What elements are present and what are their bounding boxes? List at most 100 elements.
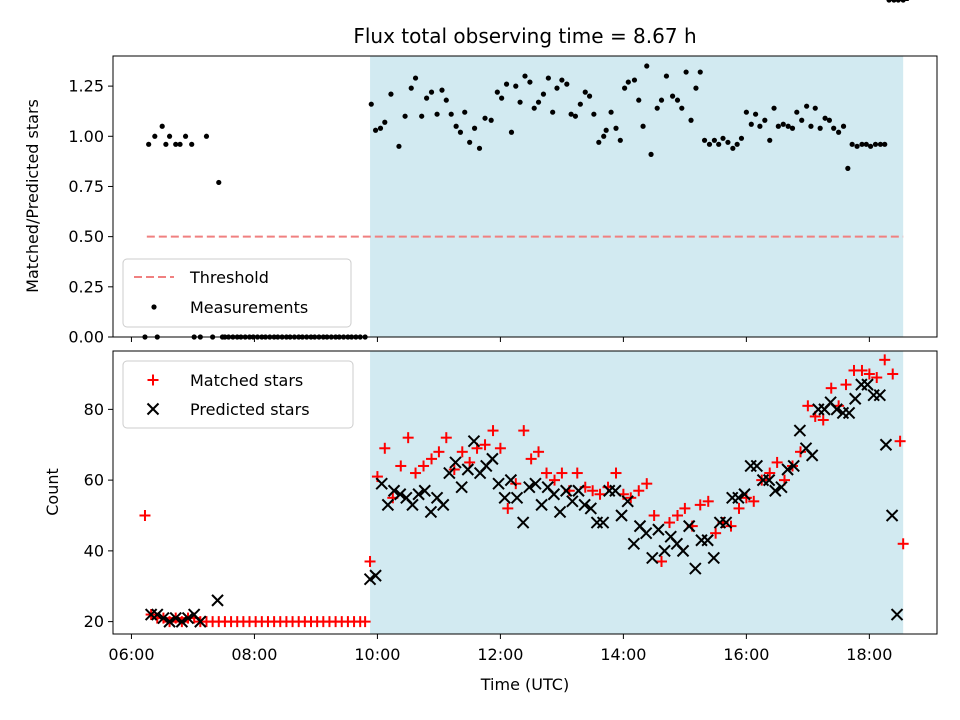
predicted-stars-point bbox=[750, 459, 764, 473]
predicted-stars-point bbox=[621, 495, 634, 508]
predicted-stars-point bbox=[375, 477, 388, 490]
predicted-stars-point bbox=[885, 509, 899, 522]
legend-measurements-swatch bbox=[151, 304, 157, 310]
predicted-stars-point bbox=[194, 615, 207, 628]
measurement-point bbox=[720, 135, 726, 141]
measurement-point bbox=[443, 97, 449, 103]
top-y-axis-label: Matched/Predicted stars bbox=[23, 99, 42, 293]
predicted-stars-point bbox=[418, 484, 431, 497]
predicted-stars-point bbox=[676, 544, 690, 558]
predicted-stars-point bbox=[146, 402, 160, 416]
predicted-stars-point bbox=[584, 502, 598, 515]
measurement-point bbox=[622, 85, 628, 91]
predicted-stars-point bbox=[793, 424, 807, 437]
measurement-point bbox=[882, 141, 888, 147]
measurement-point bbox=[368, 101, 374, 107]
measurement-point bbox=[603, 127, 609, 133]
measurement-point bbox=[591, 111, 597, 117]
measurement-point bbox=[683, 69, 689, 75]
measurement-point bbox=[467, 139, 473, 145]
predicted-stars-point bbox=[670, 537, 684, 551]
measurement-point bbox=[476, 145, 483, 151]
predicted-stars-point bbox=[596, 516, 610, 529]
x-tick-label: 08:00 bbox=[231, 645, 277, 664]
predicted-stars-point bbox=[187, 608, 201, 621]
predicted-stars-point bbox=[658, 544, 671, 558]
measurement-point bbox=[789, 125, 796, 131]
measurement-point bbox=[794, 109, 800, 115]
measurement-point bbox=[808, 123, 814, 129]
measurement-point bbox=[568, 111, 574, 117]
measurement-point bbox=[804, 103, 810, 109]
predicted-stars-point bbox=[830, 403, 843, 416]
measurement-point bbox=[402, 113, 408, 119]
measurement-point bbox=[854, 143, 860, 149]
predicted-stars-point bbox=[707, 551, 720, 565]
predicted-stars-point bbox=[163, 615, 176, 628]
measurement-point bbox=[840, 123, 847, 129]
predicted-stars-point bbox=[689, 562, 702, 575]
measurement-point bbox=[757, 123, 763, 129]
measurement-point bbox=[453, 123, 459, 129]
x-tick-label: 18:00 bbox=[846, 645, 892, 664]
y-tick-label: 60 bbox=[84, 471, 104, 490]
predicted-stars-point bbox=[175, 615, 189, 628]
predicted-stars-point bbox=[400, 491, 413, 505]
predicted-stars-point bbox=[762, 473, 776, 487]
predicted-stars-point bbox=[559, 484, 573, 497]
measurement-point bbox=[531, 105, 537, 111]
measurement-point bbox=[216, 179, 222, 186]
measurement-point bbox=[408, 85, 414, 91]
predicted-stars-point bbox=[824, 396, 837, 409]
predicted-stars-point bbox=[369, 569, 382, 582]
y-tick-label: 0.00 bbox=[68, 328, 104, 347]
predicted-stars-point bbox=[627, 537, 641, 551]
measurement-point bbox=[173, 141, 179, 147]
measurement-point bbox=[163, 141, 169, 147]
predicted-stars-point bbox=[566, 495, 579, 508]
predicted-stars-point bbox=[873, 389, 887, 402]
predicted-stars-point bbox=[646, 551, 659, 565]
predicted-stars-point bbox=[498, 491, 511, 505]
measurement-point bbox=[189, 141, 195, 147]
predicted-stars-point bbox=[504, 473, 518, 487]
predicted-stars-point bbox=[572, 484, 585, 497]
measurement-point bbox=[701, 137, 708, 143]
predicted-stars-point bbox=[738, 488, 751, 501]
y-tick-label: 0.50 bbox=[68, 227, 104, 246]
measurement-point bbox=[836, 129, 842, 135]
bottom-y-axis-label: Count bbox=[43, 468, 62, 516]
measurement-point bbox=[372, 127, 379, 133]
predicted-stars-point bbox=[363, 572, 377, 586]
measurement-point bbox=[891, 0, 897, 3]
predicted-stars-point bbox=[430, 491, 444, 505]
measurement-point bbox=[730, 145, 736, 151]
bottom-panel: 20 40 60 80 06:00 08:00 10:00 12:00 14:00 16:00 18… bbox=[84, 0, 938, 664]
predicted-stars-point bbox=[455, 480, 468, 494]
measurement-point bbox=[738, 135, 745, 141]
measurement-point bbox=[845, 165, 851, 171]
predicted-stars-point bbox=[393, 488, 407, 501]
measurement-point bbox=[388, 91, 394, 97]
measurement-point bbox=[471, 125, 478, 131]
predicted-stars-point bbox=[467, 434, 481, 448]
predicted-stars-point bbox=[529, 477, 542, 490]
measurement-point bbox=[752, 111, 759, 117]
measurement-point bbox=[382, 119, 388, 125]
measurement-point bbox=[377, 125, 384, 131]
legend-threshold-label: Threshold bbox=[189, 268, 269, 287]
measurement-point bbox=[482, 115, 488, 121]
observing-window-shade bbox=[370, 351, 904, 634]
top-panel: 0.00 0.25 0.50 0.75 1.00 1.25 Threshold Measure… bbox=[68, 0, 938, 347]
measurement-point bbox=[867, 143, 874, 149]
measurement-point bbox=[859, 141, 865, 147]
measurement-point bbox=[545, 75, 551, 81]
y-tick-label: 1.00 bbox=[68, 127, 104, 146]
predicted-stars-point bbox=[879, 438, 893, 451]
predicted-stars-point bbox=[682, 519, 696, 533]
predicted-stars-point bbox=[842, 406, 856, 420]
measurement-point bbox=[872, 141, 879, 147]
measurement-point bbox=[617, 137, 623, 143]
measurement-point bbox=[554, 85, 560, 91]
